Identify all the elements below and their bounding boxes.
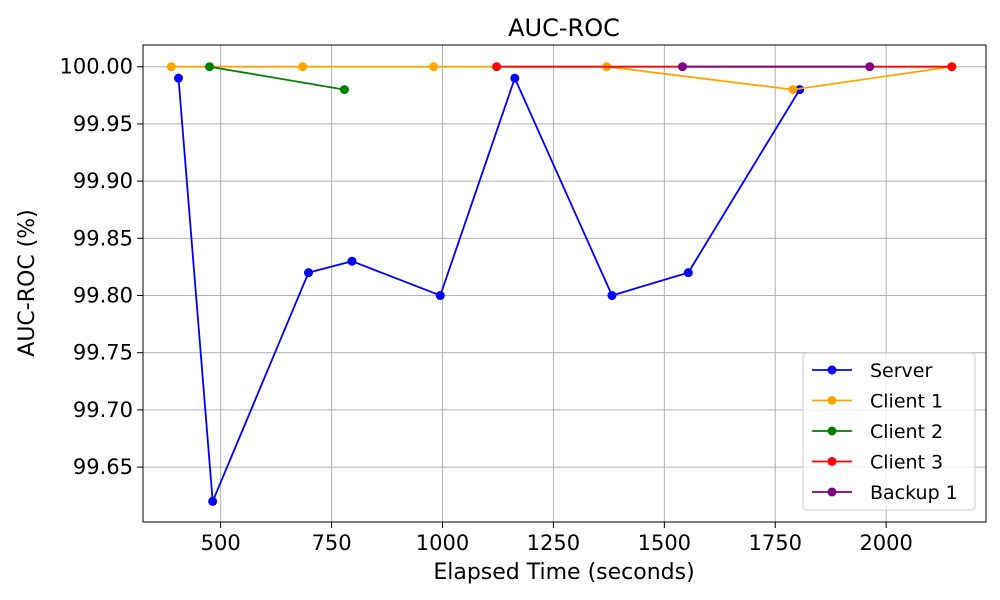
series-line — [177, 75, 801, 502]
legend-item: Backup 1 — [812, 482, 958, 504]
data-point — [347, 256, 357, 266]
data-point — [173, 73, 183, 83]
legend-swatch-marker — [827, 396, 837, 405]
data-point — [339, 85, 349, 95]
data-point — [429, 62, 439, 72]
y-axis-ticks: 99.65 99.70 99.75 99.80 99.85 99.90 99.95 100.0… — [60, 55, 143, 479]
series-lines — [166, 62, 957, 506]
data-point — [678, 62, 688, 72]
legend-swatch-marker — [827, 426, 837, 436]
series-line — [209, 65, 345, 91]
y-tick-label: 100.00 — [60, 55, 133, 79]
x-tick-label: 750 — [312, 531, 352, 555]
legend-label: Backup 1 — [870, 482, 958, 504]
chart-title: AUC-ROC — [508, 14, 620, 42]
data-point — [607, 291, 617, 301]
series-line — [171, 65, 952, 91]
legend-box — [802, 352, 976, 511]
legend: Server Client 1 Client 2 Client 3 Backup 1 — [802, 352, 976, 511]
data-point — [865, 62, 875, 72]
legend-swatch-marker — [827, 487, 837, 497]
data-point — [492, 62, 502, 72]
legend-label: Client 2 — [870, 421, 943, 443]
data-point — [788, 85, 798, 95]
data-point — [435, 291, 445, 301]
data-point — [683, 268, 693, 278]
y-tick-label: 99.65 — [73, 455, 133, 479]
x-axis-label: Elapsed Time (seconds) — [433, 560, 694, 585]
legend-item: Server — [812, 360, 932, 382]
y-tick-label: 99.80 — [73, 284, 133, 308]
series-4 — [678, 62, 875, 72]
legend-swatch-marker — [827, 365, 837, 375]
legend-label: Server — [870, 360, 932, 382]
x-axis-ticks: 500 750 1000 1250 1500 1750 2000 — [201, 522, 913, 555]
x-tick-label: 1250 — [527, 531, 580, 555]
x-tick-label: 1750 — [749, 531, 802, 555]
y-tick-label: 99.95 — [73, 112, 133, 136]
data-point — [208, 496, 218, 506]
plot-frame — [142, 44, 987, 523]
legend-item: Client 1 — [812, 391, 943, 413]
data-point — [166, 62, 176, 72]
data-point — [510, 73, 520, 83]
x-tick-label: 2000 — [859, 531, 912, 555]
legend-label: Client 3 — [870, 452, 943, 474]
y-tick-label: 99.90 — [73, 169, 133, 193]
x-tick-label: 1500 — [638, 531, 691, 555]
data-point — [298, 62, 308, 72]
data-point — [205, 62, 215, 72]
series-0 — [173, 73, 805, 506]
x-tick-label: 1000 — [416, 531, 469, 555]
x-tick-label: 500 — [201, 531, 241, 555]
data-point — [947, 62, 957, 72]
legend-label: Client 1 — [870, 391, 943, 413]
y-axis-label: AUC-ROC (%) — [15, 209, 40, 356]
y-tick-label: 99.75 — [73, 341, 133, 365]
y-tick-label: 99.70 — [73, 398, 133, 422]
data-point — [795, 85, 805, 95]
y-tick-label: 99.85 — [73, 226, 133, 250]
legend-item: Client 2 — [812, 421, 943, 443]
legend-item: Client 3 — [812, 452, 943, 474]
legend-swatch-marker — [827, 457, 837, 466]
series-2 — [205, 62, 349, 95]
data-point — [303, 268, 313, 278]
